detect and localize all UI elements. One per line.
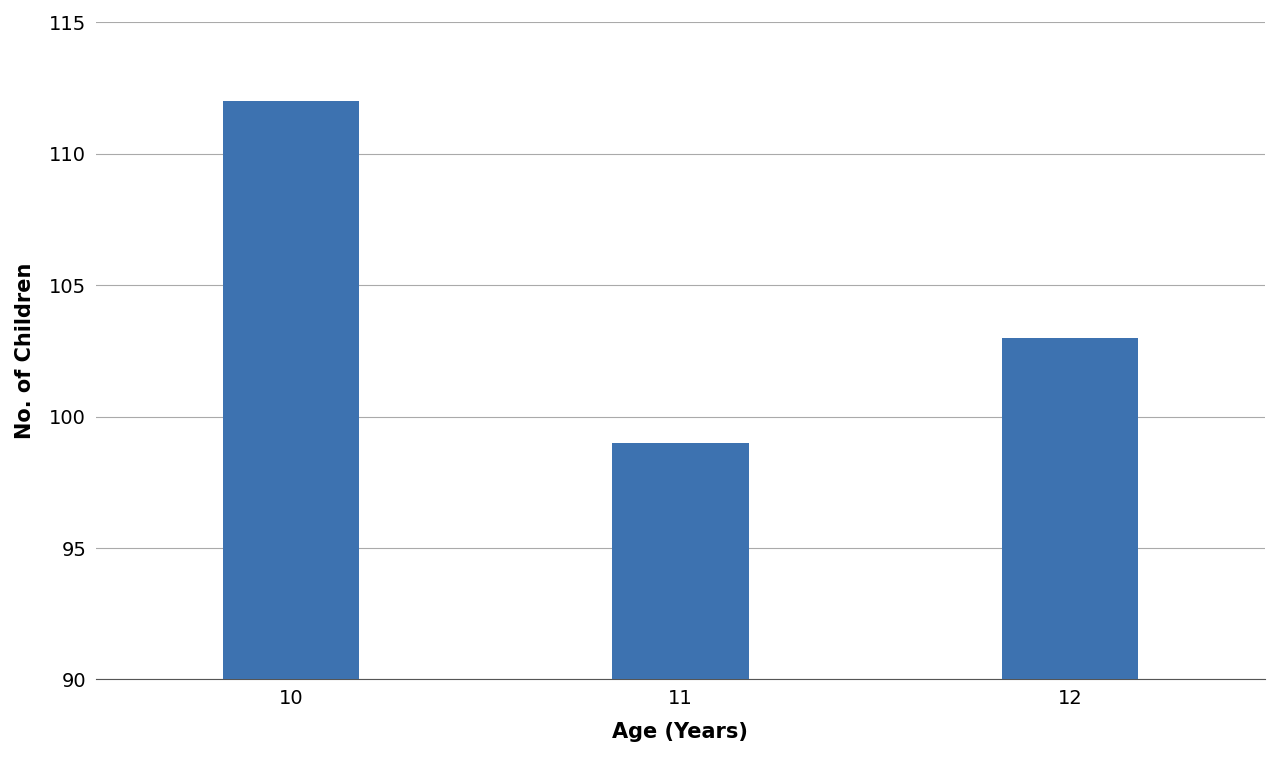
Bar — [1002, 338, 1138, 757]
Bar — [612, 443, 749, 757]
X-axis label: Age (Years): Age (Years) — [613, 722, 749, 742]
Bar — [223, 101, 358, 757]
Y-axis label: No. of Children: No. of Children — [15, 263, 35, 439]
